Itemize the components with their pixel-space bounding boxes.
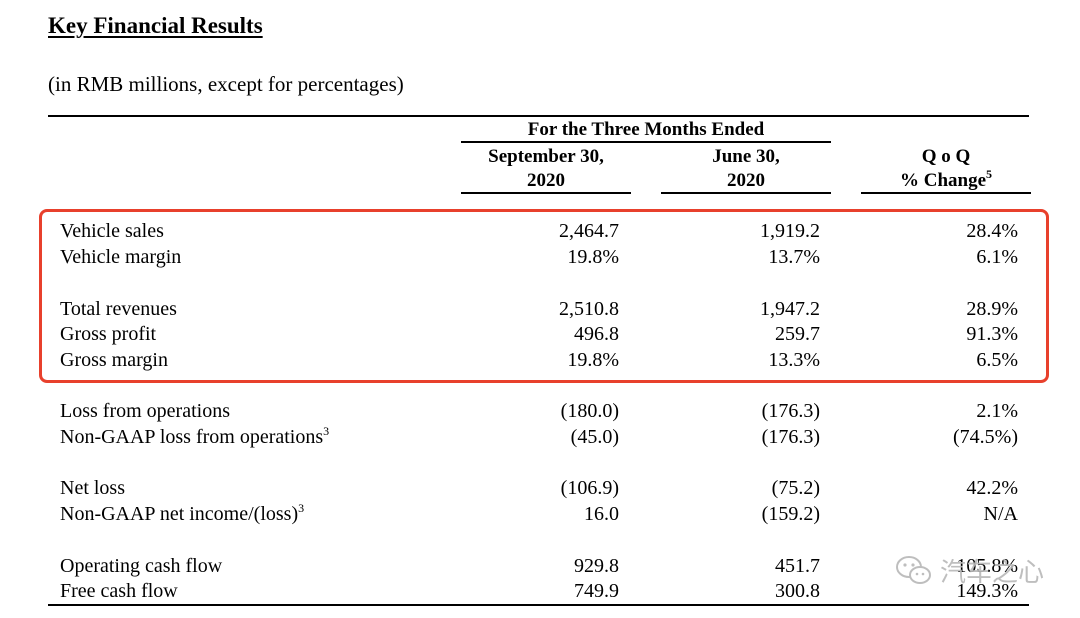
header-col-qoq-rule (861, 192, 1031, 194)
row-label: Gross margin (60, 349, 168, 371)
table-row: Non-GAAP net income/(loss)3 16.0 (159.2)… (0, 501, 1080, 527)
page-title: Key Financial Results (48, 13, 263, 38)
value-sep30: 2,464.7 (559, 220, 619, 242)
header-col-jun30: June 30, 2020 (661, 145, 831, 193)
value-sep30: 749.9 (574, 580, 619, 602)
watermark-text: 汽车之心 (940, 557, 1045, 588)
wechat-icon (894, 553, 934, 587)
value-jun30: 1,919.2 (760, 220, 820, 242)
value-sep30: (45.0) (570, 426, 619, 448)
table-row: Free cash flow 749.9 300.8 149.3% (0, 578, 1080, 604)
value-jun30: (176.3) (761, 400, 820, 422)
row-label: Non-GAAP loss from operations3 (60, 424, 329, 450)
header-col-qoq-line2: % Change5 (861, 167, 1031, 193)
value-jun30: (176.3) (761, 426, 820, 448)
value-qoq: 91.3% (966, 323, 1018, 345)
table-row: Loss from operations (180.0) (176.3) 2.1… (0, 398, 1080, 424)
table-row: Net loss (106.9) (75.2) 42.2% (0, 475, 1080, 501)
footnote-marker: 5 (986, 167, 993, 181)
row-label: Net loss (60, 477, 125, 499)
table-row: Total revenues 2,510.8 1,947.2 28.9% (0, 296, 1080, 322)
header-col-jun30-line2: 2020 (727, 170, 765, 191)
value-sep30: 16.0 (584, 503, 619, 525)
value-sep30: 2,510.8 (559, 298, 619, 320)
header-col-jun30-line1: June 30, (712, 146, 780, 167)
value-sep30: 496.8 (574, 323, 619, 345)
value-sep30: 929.8 (574, 555, 619, 577)
highlight-box (39, 209, 1049, 383)
value-jun30: 451.7 (775, 555, 820, 577)
row-label-text: Non-GAAP loss from operations (60, 426, 324, 448)
value-jun30: 300.8 (775, 580, 820, 602)
footnote-marker: 3 (323, 424, 330, 438)
row-label: Operating cash flow (60, 555, 223, 577)
row-label: Free cash flow (60, 580, 178, 602)
row-label: Non-GAAP net income/(loss)3 (60, 501, 304, 527)
row-label-text: Non-GAAP net income/(loss) (60, 503, 299, 525)
row-label: Vehicle sales (60, 220, 164, 242)
header-col-qoq: Q o Q % Change5 (861, 145, 1031, 193)
value-qoq: 2.1% (976, 400, 1018, 422)
value-sep30: (180.0) (560, 400, 619, 422)
value-jun30: (159.2) (761, 503, 820, 525)
table-row: Gross profit 496.8 259.7 91.3% (0, 321, 1080, 347)
header-group-label: For the Three Months Ended (527, 119, 765, 140)
row-label: Vehicle margin (60, 246, 182, 268)
value-sep30: 19.8% (567, 349, 619, 371)
header-col-sep30-line1: September 30, (488, 146, 604, 167)
table-row: Vehicle margin 19.8% 13.7% 6.1% (0, 244, 1080, 270)
table-row: Non-GAAP loss from operations3 (45.0) (1… (0, 424, 1080, 450)
value-qoq: 105.8% (956, 555, 1018, 577)
value-jun30: 1,947.2 (760, 298, 820, 320)
value-jun30: 259.7 (775, 323, 820, 345)
value-qoq: (74.5%) (953, 426, 1018, 448)
header-col-sep30-line2: 2020 (527, 170, 565, 191)
table-row: Vehicle sales 2,464.7 1,919.2 28.4% (0, 218, 1080, 244)
value-qoq: 28.9% (966, 298, 1018, 320)
value-qoq: 28.4% (966, 220, 1018, 242)
header-col-qoq-text: % Change (899, 170, 987, 191)
header-col-qoq-line1: Q o Q (921, 146, 971, 167)
value-qoq: 42.2% (966, 477, 1018, 499)
row-label: Loss from operations (60, 400, 230, 422)
value-sep30: 19.8% (567, 246, 619, 268)
value-qoq: 6.5% (976, 349, 1018, 371)
units-note: (in RMB millions, except for percentages… (48, 72, 404, 96)
row-label: Gross profit (60, 323, 157, 345)
value-jun30: (75.2) (771, 477, 820, 499)
value-qoq: 149.3% (956, 580, 1018, 602)
row-label: Total revenues (60, 298, 177, 320)
value-qoq: 6.1% (976, 246, 1018, 268)
bottom-rule (48, 604, 1029, 606)
footnote-marker: 3 (298, 501, 305, 515)
header-col-jun30-rule (661, 192, 831, 194)
header-col-sep30: September 30, 2020 (461, 145, 631, 193)
value-jun30: 13.7% (768, 246, 820, 268)
top-rule (48, 115, 1029, 117)
table-row: Operating cash flow 929.8 451.7 105.8% (0, 553, 1080, 579)
header-group-rule (461, 141, 831, 143)
header-col-sep30-rule (461, 192, 631, 194)
value-qoq: N/A (983, 503, 1018, 525)
value-sep30: (106.9) (560, 477, 619, 499)
value-jun30: 13.3% (768, 349, 820, 371)
table-row: Gross margin 19.8% 13.3% 6.5% (0, 347, 1080, 373)
watermark: 汽车之心 (894, 550, 1054, 590)
